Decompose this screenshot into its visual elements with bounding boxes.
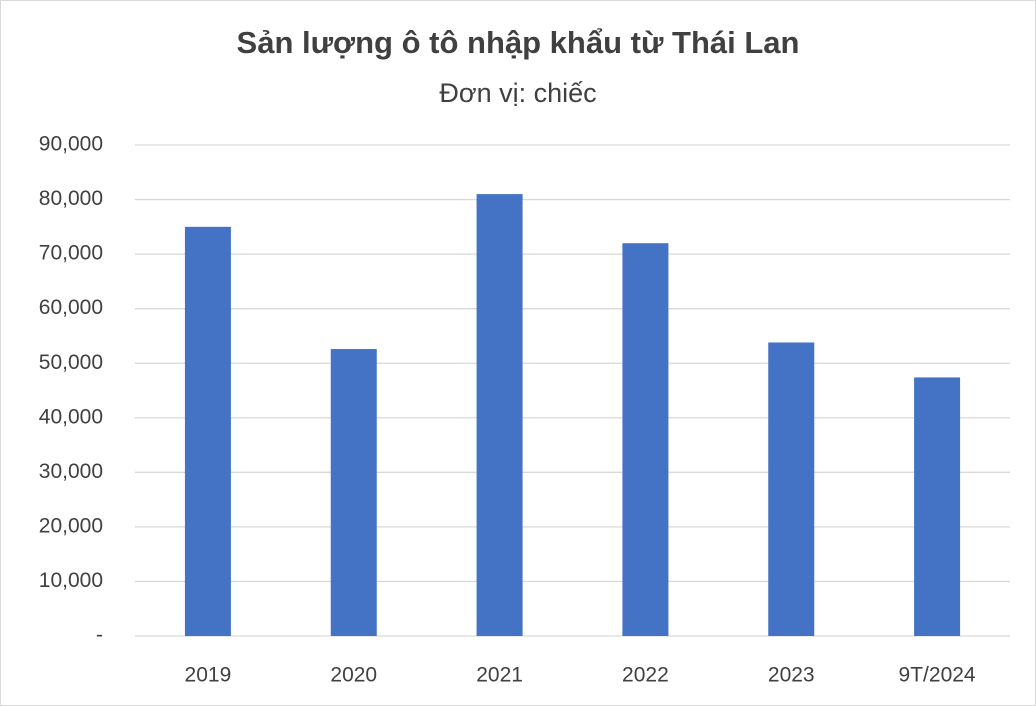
x-tick-label: 9T/2024 [899,664,976,687]
bar [622,243,669,636]
bar [330,349,377,636]
x-tick-label: 2023 [768,664,815,687]
y-tick-label: 70,000 [39,242,103,265]
y-tick-label: 40,000 [39,405,103,428]
bar [184,226,231,637]
bar [476,194,523,636]
bar [768,342,815,636]
x-tick-label: 2020 [330,664,377,687]
chart-subtitle: Đơn vị: chiếc [439,78,596,108]
y-tick-label: 30,000 [39,460,103,483]
y-tick-label: 50,000 [39,351,103,374]
y-tick-label: 60,000 [39,296,103,319]
y-tick-label: 20,000 [39,514,103,537]
x-tick-label: 2021 [476,664,523,687]
x-tick-label: 2022 [622,664,669,687]
y-tick-label: 80,000 [39,187,103,210]
y-tick-label: 90,000 [39,133,103,156]
x-tick-label: 2019 [185,664,232,687]
y-tick-label: - [96,624,103,647]
bar [914,377,961,636]
y-tick-label: 10,000 [39,569,103,592]
chart-title: Sản lượng ô tô nhập khẩu từ Thái Lan [237,25,800,60]
